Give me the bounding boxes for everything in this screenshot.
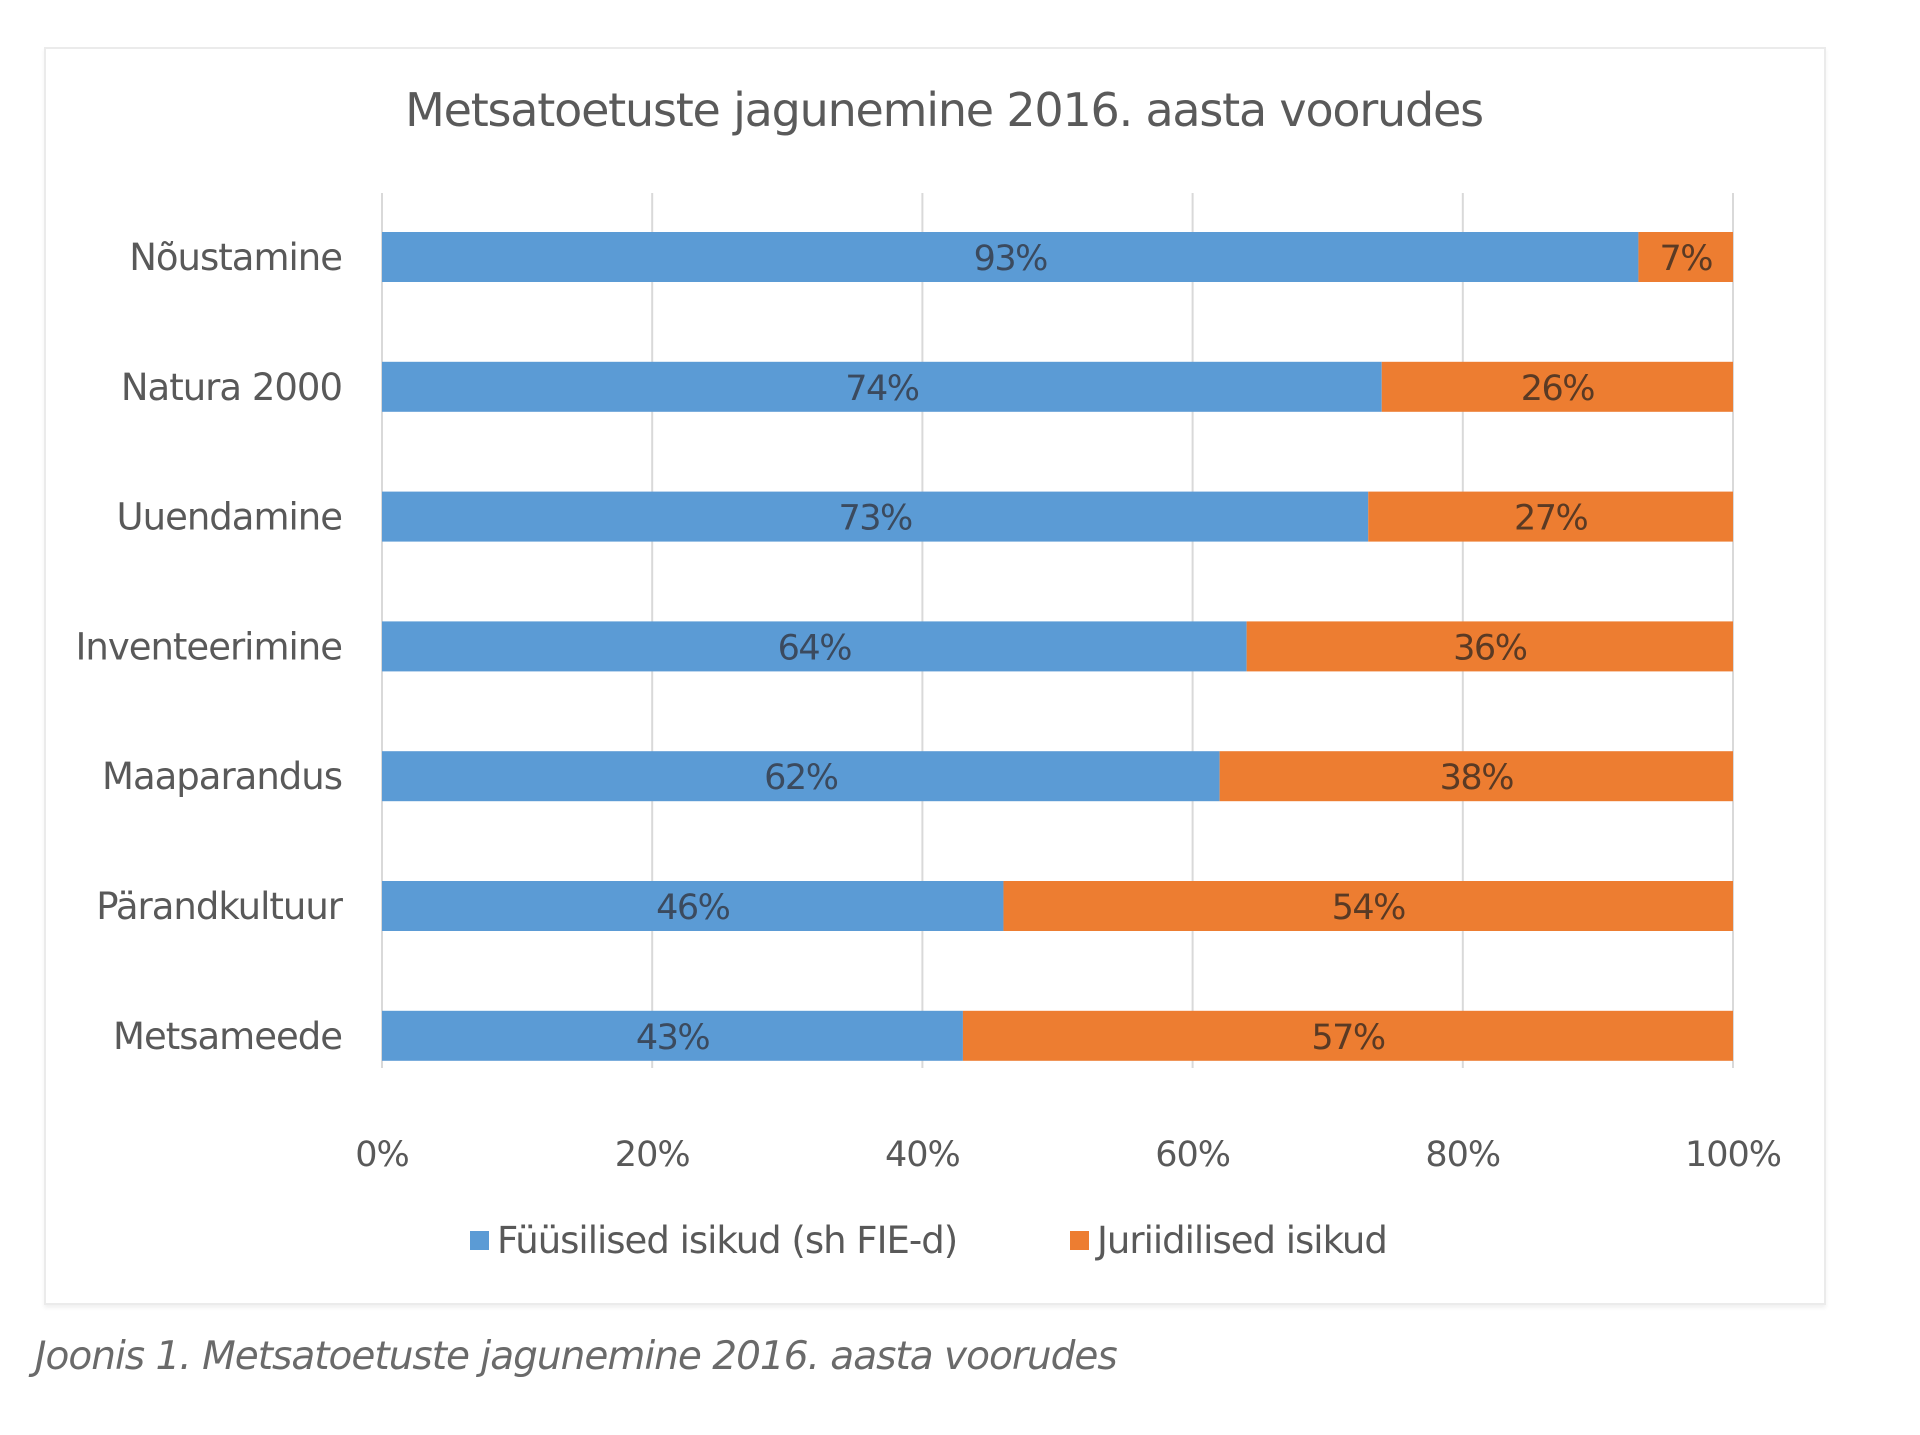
bars: 93% 7% 74% 26% 73% 27% 64% 36% 62% 38% 46% 54% 43% 57… xyxy=(382,232,1733,1061)
legend-swatch xyxy=(1070,1231,1089,1250)
legend-label: Juriidilised isikud xyxy=(1095,1219,1387,1262)
chart-title: Metsatoetuste jagunemine 2016. aasta voo… xyxy=(405,83,1483,137)
data-label: 27% xyxy=(1514,499,1588,539)
data-label: 64% xyxy=(778,628,852,668)
bar-segment-fuusilised xyxy=(382,361,1382,412)
data-label: 26% xyxy=(1521,369,1595,409)
figure-caption: Joonis 1. Metsatoetuste jagunemine 2016.… xyxy=(35,1334,1118,1379)
category-label: Nõustamine xyxy=(129,236,342,279)
data-label: 74% xyxy=(845,369,919,409)
legend-swatch xyxy=(470,1231,489,1250)
data-label: 54% xyxy=(1332,888,1406,928)
category-label: Inventeerimine xyxy=(75,625,342,668)
data-label: 57% xyxy=(1311,1018,1385,1058)
bar-segment-juriidilised xyxy=(1638,232,1733,282)
bar-segment-fuusilised xyxy=(382,491,1369,542)
bar-segment-juriidilised xyxy=(1368,491,1733,542)
data-label: 38% xyxy=(1440,758,1514,798)
category-label: Metsameede xyxy=(113,1015,342,1058)
bar-segment-fuusilised xyxy=(382,232,1639,282)
category-label: Uuendamine xyxy=(117,496,342,539)
bar-segment-juriidilised xyxy=(962,1010,1733,1061)
legend-label: Füüsilised isikud (sh FIE-d) xyxy=(497,1219,957,1262)
category-label: Pärandkultuur xyxy=(96,885,344,928)
category-labels: Nõustamine Natura 2000 Uuendamine Inventeer… xyxy=(75,236,344,1058)
bar-segment-fuusilised xyxy=(382,621,1247,672)
data-label: 73% xyxy=(838,499,912,539)
bar-segment-fuusilised xyxy=(382,881,1004,931)
category-label: Maaparandus xyxy=(102,755,342,798)
x-axis-ticks: 0% 20% 40% 60% 80% 100% xyxy=(355,1135,1782,1175)
x-tick-label: 0% xyxy=(355,1135,409,1175)
bar-segment-juriidilised xyxy=(1246,621,1733,672)
x-tick-label: 20% xyxy=(615,1135,690,1175)
x-tick-label: 80% xyxy=(1425,1135,1500,1175)
bar-segment-fuusilised xyxy=(382,751,1220,802)
data-label: 36% xyxy=(1453,628,1527,668)
data-label: 43% xyxy=(636,1018,710,1058)
bar-segment-juriidilised xyxy=(1381,361,1733,412)
bar-segment-fuusilised xyxy=(382,1010,963,1061)
x-tick-label: 40% xyxy=(885,1135,960,1175)
bar-segment-juriidilised xyxy=(1003,881,1733,931)
data-label: 46% xyxy=(656,888,730,928)
data-label: 62% xyxy=(764,758,838,798)
x-tick-label: 60% xyxy=(1155,1135,1230,1175)
legend: Füüsilised isikud (sh FIE-d) Juriidilised… xyxy=(470,1219,1388,1262)
data-label: 7% xyxy=(1659,239,1712,279)
category-label: Natura 2000 xyxy=(121,366,342,409)
bar-segment-juriidilised xyxy=(1219,751,1733,802)
x-tick-label: 100% xyxy=(1685,1135,1781,1175)
data-label: 93% xyxy=(974,239,1048,279)
